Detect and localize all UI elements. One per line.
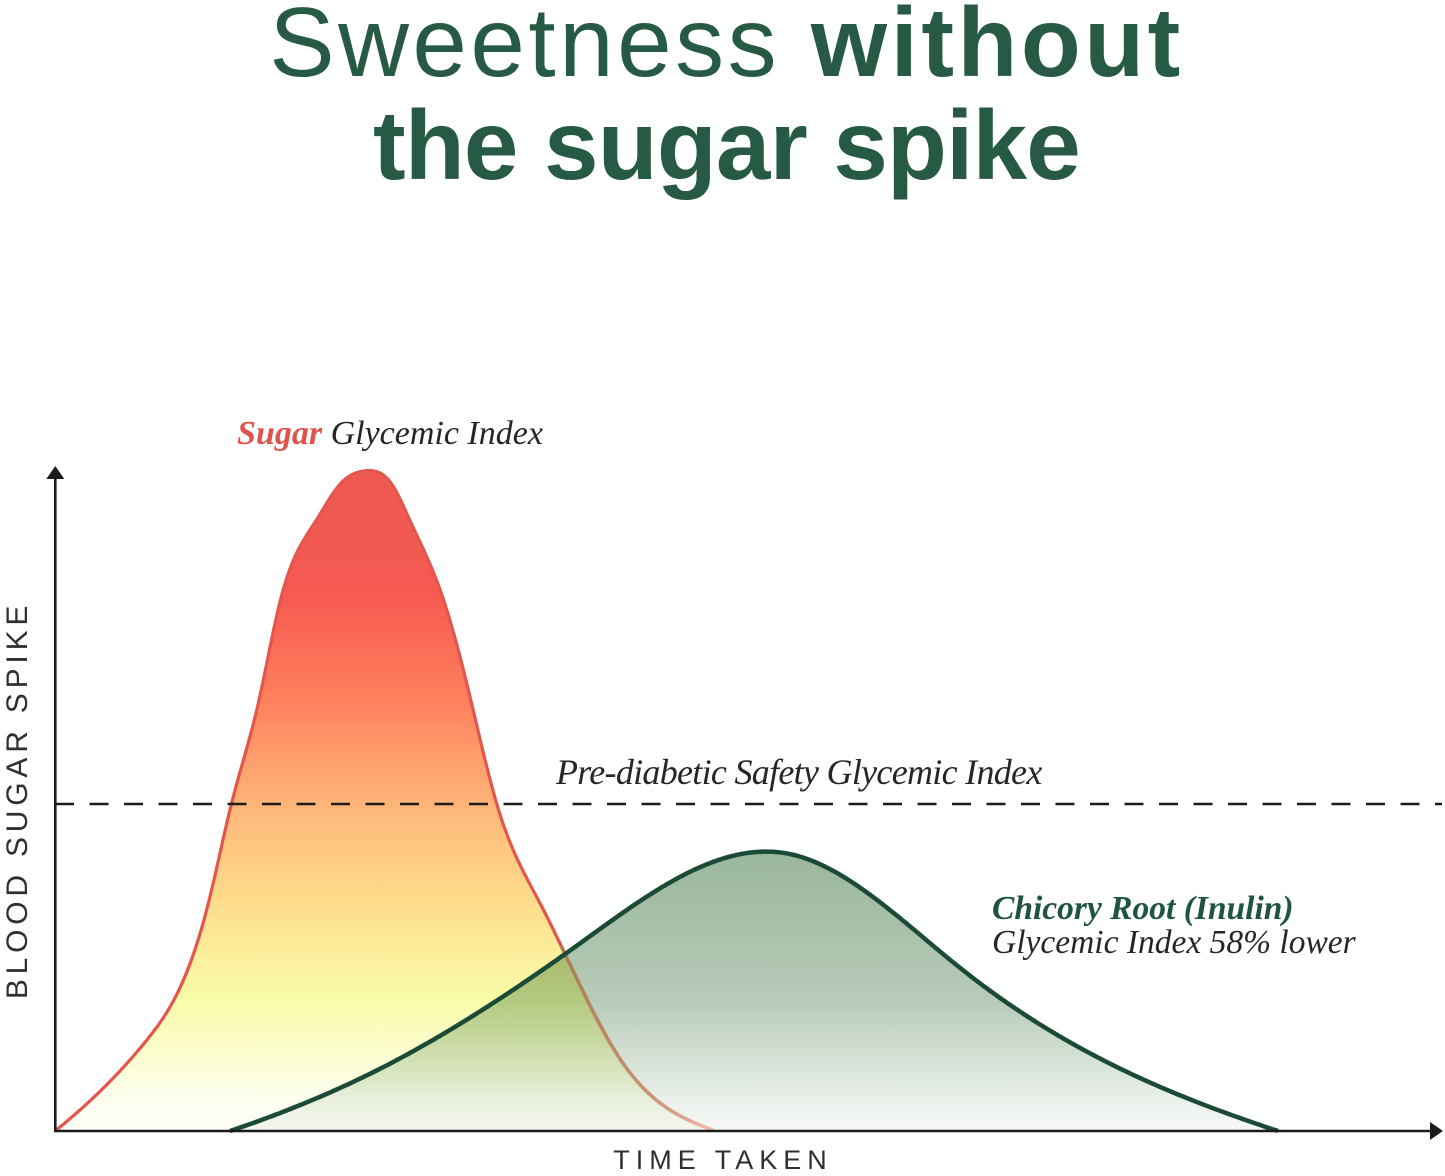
- svg-text:BLOOD SUGAR SPIKE: BLOOD SUGAR SPIKE: [1, 601, 34, 999]
- svg-text:Chicory Root (Inulin): Chicory Root (Inulin): [992, 890, 1294, 927]
- svg-text:Sugar Glycemic Index: Sugar Glycemic Index: [237, 415, 543, 452]
- svg-text:TIME TAKEN: TIME TAKEN: [613, 1145, 833, 1175]
- svg-text:Glycemic Index 58% lower: Glycemic Index 58% lower: [992, 924, 1357, 961]
- svg-text:Pre-diabetic Safety Glycemic I: Pre-diabetic Safety Glycemic Index: [555, 752, 1042, 792]
